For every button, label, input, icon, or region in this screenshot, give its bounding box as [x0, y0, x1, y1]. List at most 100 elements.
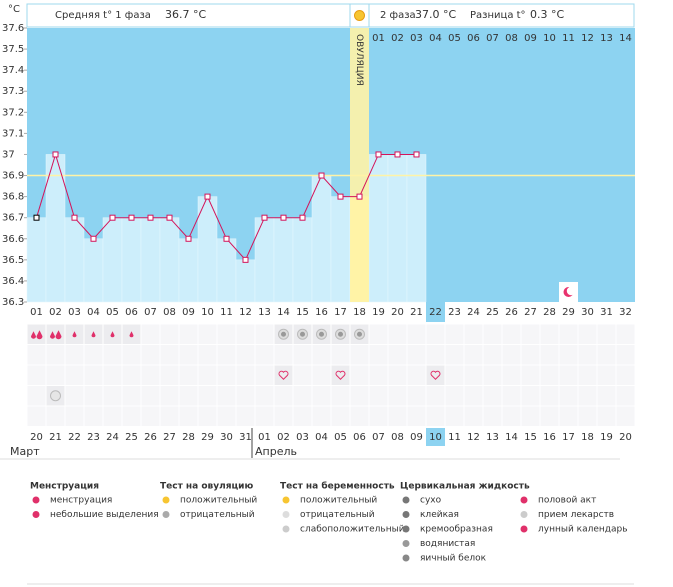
legend-icon [32, 496, 40, 504]
unit-label: °C [8, 4, 20, 15]
symbol-cell [483, 406, 502, 426]
temperature-column [178, 238, 199, 303]
symbol-cell [255, 386, 274, 406]
temperature-marker [33, 214, 40, 221]
legend-item: отрицательный [300, 510, 375, 520]
symbol-cell [217, 324, 236, 344]
phase2-day: 13 [600, 33, 613, 44]
x-tick-label: 31 [600, 307, 613, 318]
symbol-cell [293, 365, 312, 385]
pill-icon [50, 390, 61, 402]
legend-title: Менструация [30, 482, 99, 492]
symbol-cell [331, 406, 350, 426]
temperature-column [216, 238, 237, 303]
symbol-cell [426, 386, 445, 406]
test-icon-core [319, 331, 324, 337]
temperature-column [64, 217, 85, 303]
month-label: Март [10, 445, 40, 458]
x-tick-label: 21 [410, 307, 423, 318]
x-tick-label: 18 [353, 307, 366, 318]
legend-icon [402, 554, 410, 562]
symbol-cell [27, 345, 46, 365]
symbol-cell [236, 386, 255, 406]
legend-item: яичный белок [420, 554, 487, 564]
symbol-cell [369, 386, 388, 406]
y-tick-label: 37.5 [2, 44, 24, 55]
temperature-marker [166, 214, 173, 221]
y-tick-label: 36.9 [2, 171, 24, 182]
phase2-day: 07 [486, 33, 499, 44]
x-tick-label: 06 [125, 307, 138, 318]
symbol-cell [160, 386, 179, 406]
temperature-column [26, 217, 47, 303]
symbol-cell [141, 365, 160, 385]
symbol-cell [141, 386, 160, 406]
drop-icon [31, 330, 43, 340]
symbol-cell [27, 386, 46, 406]
x-tick-label: 25 [486, 307, 499, 318]
x-tick-label: 04 [87, 307, 100, 318]
legend-item: половой акт [538, 496, 596, 506]
date-label: 14 [505, 432, 518, 443]
symbol-cell [198, 365, 217, 385]
symbol-cell [521, 386, 540, 406]
phase1-label: Средняя t° 1 фаза [55, 10, 151, 21]
symbol-cell [616, 386, 635, 406]
symbol-cell [65, 365, 84, 385]
symbol-cell [407, 324, 426, 344]
symbol-cell [521, 345, 540, 365]
date-label: 06 [353, 432, 366, 443]
symbol-cell [597, 324, 616, 344]
temperature-marker [128, 214, 135, 221]
temperature-marker [394, 151, 401, 158]
symbol-cell [426, 324, 445, 344]
phase2-day: 12 [581, 33, 594, 44]
date-label: 12 [467, 432, 480, 443]
symbol-cell [236, 406, 255, 426]
legend-icon [402, 496, 410, 504]
symbol-cell [179, 386, 198, 406]
temperature-column [406, 154, 427, 303]
legend-item: прием лекарств [538, 510, 614, 520]
symbol-cell [236, 365, 255, 385]
legend-item: положительный [300, 496, 377, 506]
temperature-marker [337, 193, 344, 200]
symbol-cell [122, 365, 141, 385]
test-icon-core [357, 331, 362, 337]
symbol-cell [217, 406, 236, 426]
symbol-cell [559, 324, 578, 344]
temperature-marker [242, 256, 249, 263]
y-tick-label: 37.6 [2, 23, 24, 34]
phase2-day: 14 [619, 33, 632, 44]
symbol-cell [464, 386, 483, 406]
symbol-cell [407, 345, 426, 365]
legend-item: слабоположительный [300, 525, 405, 535]
symbol-cell [483, 386, 502, 406]
y-tick-label: 37.1 [2, 128, 24, 139]
symbol-cell [46, 345, 65, 365]
temperature-marker [185, 235, 192, 242]
date-label: 09 [410, 432, 423, 443]
symbol-cell [141, 324, 160, 344]
x-tick-label: 29 [562, 307, 575, 318]
date-label: 03 [296, 432, 309, 443]
symbol-cell [27, 406, 46, 426]
date-label: 15 [524, 432, 537, 443]
symbol-cell [160, 324, 179, 344]
phase2-label: 2 фаза [380, 10, 416, 21]
date-label: 02 [277, 432, 290, 443]
symbol-cell [597, 365, 616, 385]
symbol-cell [616, 365, 635, 385]
drop-icon [91, 331, 96, 338]
symbol-cell [407, 365, 426, 385]
symbol-cell [84, 365, 103, 385]
symbol-cell [65, 406, 84, 426]
y-tick-label: 36.4 [2, 276, 24, 287]
phase2-day: 11 [562, 33, 575, 44]
temperature-column [311, 175, 332, 303]
legend-item: водянистая [420, 539, 475, 549]
temperature-column [159, 217, 180, 303]
symbol-cell [597, 406, 616, 426]
legend-icon [282, 496, 290, 504]
symbol-cell-active [46, 324, 65, 344]
